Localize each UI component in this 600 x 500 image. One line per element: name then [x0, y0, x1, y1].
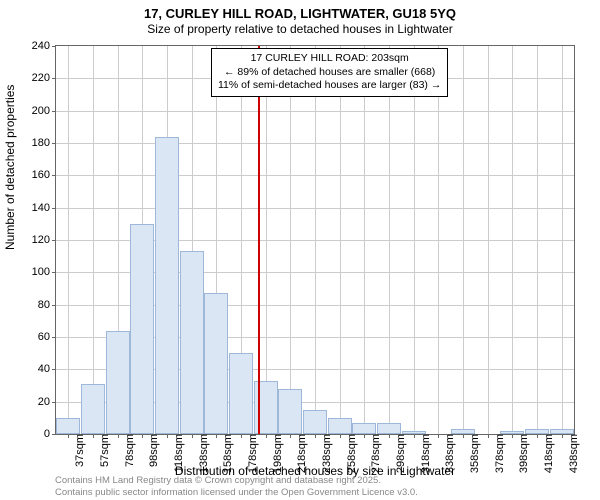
bar — [81, 384, 105, 434]
bar — [377, 423, 401, 434]
gridline-v — [315, 46, 316, 434]
gridline-v — [512, 46, 513, 434]
y-tick-label: 200 — [32, 105, 56, 117]
bar — [155, 137, 179, 434]
chart-subtitle: Size of property relative to detached ho… — [0, 22, 600, 36]
x-tick-label: 57sqm — [97, 434, 111, 467]
bar — [130, 224, 154, 434]
bar — [229, 353, 253, 434]
y-tick-label: 60 — [38, 331, 56, 343]
gridline-v — [463, 46, 464, 434]
gridline-v — [389, 46, 390, 434]
x-tick-label: 37sqm — [72, 434, 86, 467]
histogram-chart: 17, CURLEY HILL ROAD, LIGHTWATER, GU18 5… — [0, 0, 600, 500]
annotation-line3: 11% of semi-detached houses are larger (… — [218, 79, 441, 93]
gridline-v — [414, 46, 415, 434]
y-tick-label: 160 — [32, 169, 56, 181]
bar — [106, 331, 130, 434]
y-tick-label: 120 — [32, 234, 56, 246]
footer-attribution: Contains HM Land Registry data © Crown c… — [55, 475, 418, 498]
chart-title: 17, CURLEY HILL ROAD, LIGHTWATER, GU18 5… — [0, 6, 600, 21]
annotation-line1: 17 CURLEY HILL ROAD: 203sqm — [218, 52, 441, 66]
y-axis-label: Number of detached properties — [3, 85, 17, 250]
bar — [278, 389, 302, 434]
plot-area: 02040608010012014016018020022024037sqm57… — [55, 45, 575, 435]
gridline-v — [562, 46, 563, 434]
annotation-box: 17 CURLEY HILL ROAD: 203sqm ← 89% of det… — [211, 48, 448, 97]
footer-line1: Contains HM Land Registry data © Crown c… — [55, 475, 418, 486]
y-tick-label: 100 — [32, 266, 56, 278]
bar — [204, 293, 228, 434]
bar — [180, 251, 204, 434]
y-tick-label: 40 — [38, 363, 56, 375]
y-tick-label: 140 — [32, 202, 56, 214]
gridline-v — [68, 46, 69, 434]
reference-line — [258, 46, 260, 434]
annotation-line2: ← 89% of detached houses are smaller (66… — [218, 66, 441, 80]
y-tick-label: 20 — [38, 396, 56, 408]
gridline-v — [290, 46, 291, 434]
y-tick-label: 180 — [32, 137, 56, 149]
bar — [303, 410, 327, 434]
bar — [56, 418, 80, 434]
x-tick-label: 98sqm — [146, 434, 160, 467]
footer-line2: Contains public sector information licen… — [55, 487, 418, 498]
gridline-v — [364, 46, 365, 434]
bar — [328, 418, 352, 434]
y-tick-label: 240 — [32, 40, 56, 52]
y-tick-label: 220 — [32, 72, 56, 84]
gridline-v — [266, 46, 267, 434]
gridline-v — [340, 46, 341, 434]
x-tick-label: 78sqm — [122, 434, 136, 467]
y-tick-label: 0 — [44, 428, 56, 440]
gridline-v — [93, 46, 94, 434]
y-tick-label: 80 — [38, 299, 56, 311]
gridline-v — [488, 46, 489, 434]
bar — [352, 423, 376, 434]
gridline-v — [438, 46, 439, 434]
gridline-v — [537, 46, 538, 434]
